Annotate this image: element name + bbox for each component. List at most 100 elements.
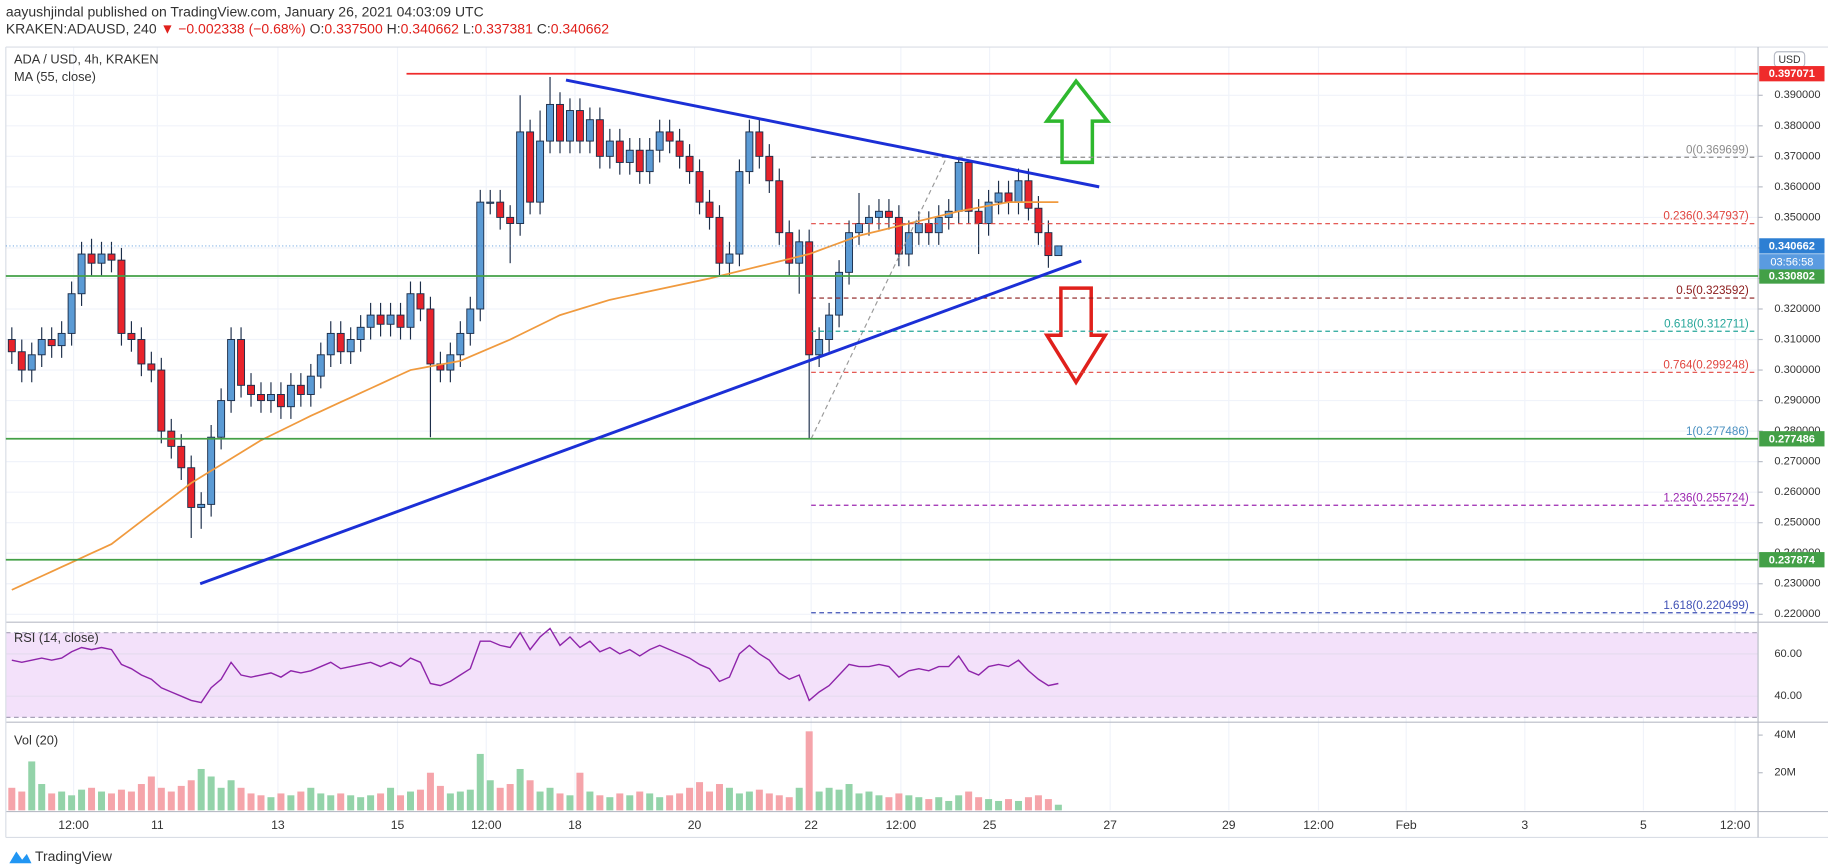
volume-bar	[596, 795, 604, 811]
volume-bar	[506, 784, 514, 811]
candle-body	[316, 354, 325, 377]
candle-body	[705, 201, 714, 218]
volume-bar	[626, 795, 634, 811]
candle-body	[1044, 232, 1053, 257]
up-arrow	[1043, 78, 1112, 165]
rsi-tick-label: 60.00	[1774, 648, 1802, 660]
candle-body	[117, 259, 126, 334]
candle-body	[835, 271, 844, 316]
volume-bar	[167, 791, 175, 811]
volume-bar	[197, 768, 205, 811]
candle-body	[286, 384, 295, 408]
candle-body	[516, 131, 525, 224]
candle-body	[645, 149, 654, 173]
volume-bar	[715, 784, 723, 811]
volume-tick-label: 40M	[1774, 729, 1796, 741]
rsi-legend: RSI (14, close)	[14, 630, 99, 645]
candle-body	[595, 119, 604, 157]
y-tick-label: 0.250000	[1774, 517, 1820, 529]
trend-line	[199, 259, 1082, 586]
candle-body	[1014, 180, 1023, 203]
volume-bar	[357, 797, 365, 811]
candle-body	[386, 314, 395, 325]
level-price-badge	[1759, 552, 1825, 568]
volume-bar	[745, 791, 753, 811]
volume-bar	[965, 791, 973, 811]
candle-body	[247, 384, 255, 395]
candle-body	[476, 201, 485, 310]
volume-bar	[486, 780, 494, 811]
fib-label: 0.764(0.299248)	[1663, 358, 1749, 371]
candle-body	[984, 201, 993, 224]
candle-body	[456, 332, 465, 356]
candle-body	[227, 339, 236, 402]
candle-body	[266, 394, 275, 402]
volume-bar	[287, 795, 295, 811]
rsi-line	[11, 627, 1059, 704]
candle-body	[97, 253, 106, 264]
volume-bar	[616, 793, 624, 811]
volume-bar	[377, 793, 385, 811]
candle-body	[765, 155, 774, 182]
volume-bar	[825, 787, 833, 811]
grid-layer	[5, 47, 1759, 811]
volume-bar	[725, 787, 733, 811]
fib-label: 0.5(0.323592)	[1676, 284, 1749, 297]
volume-bar	[18, 791, 26, 811]
candle-body	[137, 339, 146, 365]
candle-body	[466, 308, 475, 334]
candle-body	[406, 293, 415, 328]
x-tick-label: 12:00	[886, 818, 917, 832]
volume-bar	[1054, 804, 1062, 811]
y-tick-label: 0.260000	[1774, 486, 1820, 498]
volume-bar	[347, 795, 355, 811]
volume-bar	[845, 784, 853, 811]
volume-bar	[785, 797, 793, 811]
ma-legend: MA (55, close)	[14, 69, 96, 84]
volume-bar	[337, 793, 345, 811]
volume-bar	[78, 789, 86, 811]
volume-bar	[676, 793, 684, 811]
volume-bar	[765, 793, 773, 811]
candle-body	[506, 216, 515, 224]
fib-label: 0.618(0.312711)	[1664, 317, 1749, 330]
candle-body	[187, 467, 196, 508]
x-tick-label: 22	[804, 818, 818, 832]
candle-body	[356, 326, 365, 340]
volume-tick-label: 20M	[1774, 767, 1796, 779]
candle-body	[914, 223, 923, 234]
volume-bar	[257, 795, 265, 811]
volume-bar	[187, 780, 195, 811]
trend-line	[565, 78, 1100, 189]
candle-body	[964, 161, 973, 212]
volume-bar	[277, 793, 285, 811]
candle-body	[257, 394, 265, 402]
candle-body	[77, 253, 86, 295]
y-tick-label: 0.300000	[1774, 364, 1820, 376]
volume-bar	[456, 791, 464, 811]
volume-bar	[686, 787, 694, 811]
candle-body	[625, 149, 634, 163]
candle-body	[994, 192, 1003, 203]
volume-bar	[237, 787, 245, 811]
candle-body	[934, 216, 943, 234]
down-arrow	[1043, 286, 1109, 386]
volume-bar	[227, 780, 235, 811]
candle-body	[715, 216, 724, 264]
ohlc-value: 0.340662	[401, 20, 460, 36]
candle-body	[526, 131, 535, 203]
plot-layer	[7, 76, 1063, 811]
volume-bar	[865, 791, 873, 811]
volume-bar	[446, 793, 454, 811]
x-tick-label: 11	[151, 818, 164, 832]
candle-body	[685, 155, 694, 173]
volume-bar	[267, 797, 275, 811]
ma-line	[11, 201, 1059, 591]
volume-bar	[1014, 800, 1022, 811]
x-tick-label: 20	[688, 818, 702, 832]
candle-body	[496, 201, 505, 218]
currency-label[interactable]: USD	[1778, 54, 1801, 66]
y-tick-label: 0.310000	[1774, 333, 1820, 345]
rsi-band	[5, 632, 1759, 718]
